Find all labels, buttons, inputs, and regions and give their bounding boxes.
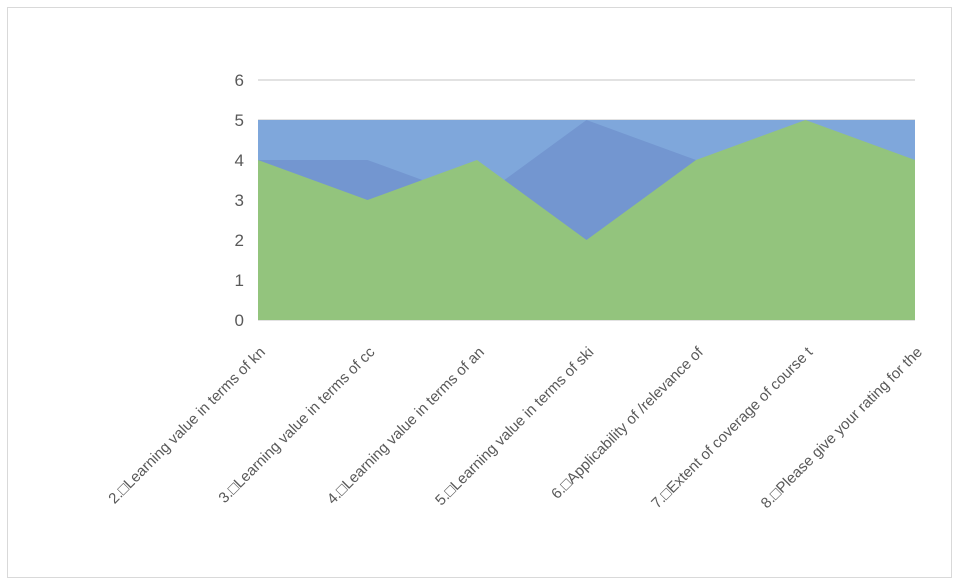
- y-tick-label: 1: [235, 271, 244, 290]
- y-tick-label: 5: [235, 111, 244, 130]
- y-tick-label: 2: [235, 231, 244, 250]
- chart-area: 0 1 2 3 4 5 6 2.□Learning value in terms of kn…: [7, 7, 952, 578]
- y-tick-label: 6: [235, 71, 244, 90]
- y-tick-label: 0: [235, 311, 244, 330]
- series-areas: [258, 120, 915, 320]
- area-chart: 0 1 2 3 4 5 6 2.□Learning value in terms of kn…: [105, 71, 925, 512]
- y-tick-label: 3: [235, 191, 244, 210]
- x-axis: 2.□Learning value in terms of kn3.□Learn…: [105, 343, 925, 512]
- series-area-6: [258, 120, 915, 320]
- y-axis: 0 1 2 3 4 5 6: [235, 71, 244, 330]
- y-tick-label: 4: [235, 151, 244, 170]
